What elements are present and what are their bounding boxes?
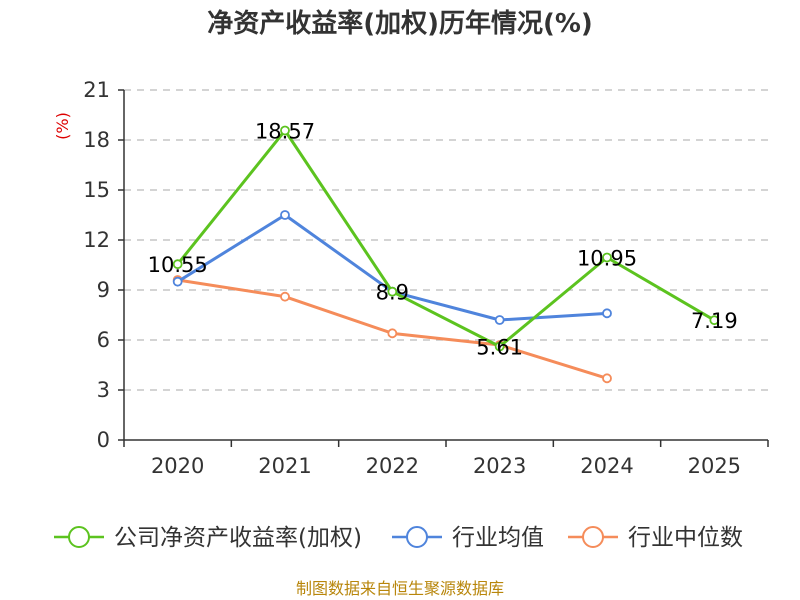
legend: 公司净资产收益率(加权) 行业均值 行业中位数 bbox=[54, 525, 743, 551]
series-point-1 bbox=[494, 315, 505, 325]
chart-title: 净资产收益率(加权)历年情况(%) bbox=[207, 8, 593, 39]
grid-layer bbox=[124, 89, 768, 391]
y-tick-label: 21 bbox=[83, 78, 110, 102]
legend-label-0[interactable]: 公司净资产收益率(加权) bbox=[114, 525, 362, 551]
series-point-1 bbox=[172, 276, 183, 287]
y-tick-label: 9 bbox=[97, 278, 110, 302]
series-point-1 bbox=[602, 308, 612, 319]
series-layer bbox=[172, 125, 720, 384]
series-point-0 bbox=[280, 125, 290, 136]
data-label: 18.57 bbox=[255, 120, 315, 144]
legend-label-1[interactable]: 行业均值 bbox=[452, 525, 544, 551]
series-point-0 bbox=[709, 315, 720, 326]
series-line-0 bbox=[176, 129, 716, 348]
y-tick-label: 15 bbox=[83, 178, 110, 202]
x-tick-label: 2025 bbox=[688, 454, 741, 478]
series-point-1 bbox=[280, 210, 290, 220]
data-label-layer: 10.55 18.57 8.9 5.61 10.95 7.19 bbox=[148, 120, 738, 360]
data-label: 8.9 bbox=[376, 281, 409, 305]
y-tick-label: 18 bbox=[83, 128, 110, 152]
legend-marker-2 bbox=[582, 526, 604, 548]
y-tick-label: 12 bbox=[83, 228, 110, 252]
x-tick-label: 2020 bbox=[151, 454, 204, 478]
series-point-2 bbox=[387, 328, 398, 339]
legend-marker-1 bbox=[406, 526, 428, 548]
y-axis-unit: (%) bbox=[53, 112, 72, 140]
source-note: 制图数据来自恒生聚源数据库 bbox=[296, 579, 504, 598]
legend-marker-0 bbox=[68, 526, 90, 548]
y-tick-label: 6 bbox=[97, 328, 110, 352]
axis-layer: 0 3 6 9 12 15 18 21 2020 2021 2022 2023 2024 2025 bbox=[83, 78, 769, 478]
series-point-0 bbox=[387, 286, 398, 297]
series-point-2 bbox=[602, 373, 612, 384]
y-tick-label: 0 bbox=[97, 428, 110, 452]
x-tick-label: 2023 bbox=[473, 454, 526, 478]
y-tick-label: 3 bbox=[97, 378, 110, 402]
data-label: 10.95 bbox=[577, 247, 637, 271]
data-label: 5.61 bbox=[476, 336, 523, 360]
data-label: 10.55 bbox=[148, 253, 208, 277]
x-tick-label: 2022 bbox=[366, 454, 419, 478]
x-tick-label: 2021 bbox=[258, 454, 311, 478]
data-label: 7.19 bbox=[691, 309, 738, 333]
series-point-0 bbox=[172, 259, 183, 270]
series-point-2 bbox=[280, 291, 290, 302]
series-point-0 bbox=[602, 252, 612, 263]
x-tick-label: 2024 bbox=[580, 454, 633, 478]
legend-label-2[interactable]: 行业中位数 bbox=[628, 525, 743, 551]
series-point-0 bbox=[494, 341, 505, 352]
